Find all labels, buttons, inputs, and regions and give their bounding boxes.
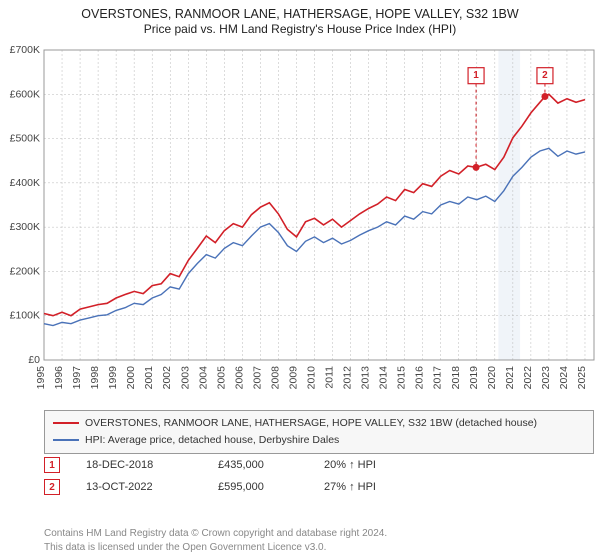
footer-line: This data is licensed under the Open Gov… [44, 541, 387, 555]
svg-text:2016: 2016 [414, 366, 426, 390]
chart-svg: £0 £100K £200K £300K £400K £500K £600K £700K 199… [0, 44, 600, 404]
svg-text:2011: 2011 [324, 366, 336, 389]
marker-chip: 1 [44, 457, 60, 473]
svg-text:2005: 2005 [215, 366, 227, 390]
svg-text:2000: 2000 [125, 366, 137, 390]
svg-text:£300K: £300K [10, 221, 40, 233]
svg-text:2010: 2010 [305, 366, 317, 390]
svg-text:2013: 2013 [360, 366, 372, 390]
legend-row: OVERSTONES, RANMOOR LANE, HATHERSAGE, HO… [53, 415, 585, 432]
svg-text:2004: 2004 [197, 366, 209, 390]
svg-text:2009: 2009 [287, 366, 299, 390]
svg-text:2014: 2014 [378, 366, 390, 390]
svg-text:1: 1 [473, 70, 479, 81]
footer: Contains HM Land Registry data © Crown c… [44, 527, 387, 554]
svg-text:2025: 2025 [576, 366, 588, 390]
svg-text:2020: 2020 [486, 366, 498, 390]
chart: £0 £100K £200K £300K £400K £500K £600K £700K 199… [0, 44, 600, 404]
txn-pct: 27% ↑ HPI [324, 481, 444, 493]
svg-text:2023: 2023 [540, 366, 552, 390]
svg-text:2002: 2002 [161, 366, 173, 390]
title-block: OVERSTONES, RANMOOR LANE, HATHERSAGE, HO… [0, 0, 600, 38]
transactions-table: 1 18-DEC-2018 £435,000 20% ↑ HPI 2 13-OC… [44, 454, 444, 498]
svg-text:2024: 2024 [558, 366, 570, 390]
svg-text:£0: £0 [28, 354, 40, 366]
svg-text:2012: 2012 [342, 366, 354, 390]
svg-text:2021: 2021 [504, 366, 516, 390]
svg-text:1995: 1995 [35, 366, 47, 390]
svg-text:2008: 2008 [269, 366, 281, 390]
svg-text:£500K: £500K [10, 133, 40, 145]
legend-label: OVERSTONES, RANMOOR LANE, HATHERSAGE, HO… [85, 415, 537, 432]
title-main: OVERSTONES, RANMOOR LANE, HATHERSAGE, HO… [0, 6, 600, 22]
svg-text:2003: 2003 [179, 366, 191, 390]
svg-text:1999: 1999 [107, 366, 119, 390]
up-arrow-icon: ↑ HPI [349, 481, 376, 493]
svg-text:£700K: £700K [10, 44, 40, 56]
txn-pct: 20% ↑ HPI [324, 459, 444, 471]
svg-text:1996: 1996 [53, 366, 65, 390]
chart-card: OVERSTONES, RANMOOR LANE, HATHERSAGE, HO… [0, 0, 600, 560]
legend-row: HPI: Average price, detached house, Derb… [53, 432, 585, 449]
legend-swatch-red [53, 422, 79, 424]
title-sub: Price paid vs. HM Land Registry's House … [0, 22, 600, 38]
txn-price: £435,000 [218, 459, 302, 471]
svg-text:2: 2 [542, 70, 548, 81]
svg-text:1997: 1997 [71, 366, 83, 390]
svg-text:£100K: £100K [10, 310, 40, 322]
marker-chip: 2 [44, 479, 60, 495]
txn-date: 13-OCT-2022 [86, 481, 196, 493]
txn-price: £595,000 [218, 481, 302, 493]
svg-text:£400K: £400K [10, 177, 40, 189]
table-row: 2 13-OCT-2022 £595,000 27% ↑ HPI [44, 476, 444, 498]
svg-text:2006: 2006 [233, 366, 245, 390]
legend: OVERSTONES, RANMOOR LANE, HATHERSAGE, HO… [44, 410, 594, 454]
svg-text:£600K: £600K [10, 88, 40, 100]
svg-text:£200K: £200K [10, 265, 40, 277]
table-row: 1 18-DEC-2018 £435,000 20% ↑ HPI [44, 454, 444, 476]
svg-text:2007: 2007 [251, 366, 263, 390]
up-arrow-icon: ↑ HPI [349, 459, 376, 471]
svg-text:2019: 2019 [468, 366, 480, 390]
svg-text:2001: 2001 [143, 366, 155, 390]
svg-text:2017: 2017 [432, 366, 444, 390]
svg-text:1998: 1998 [89, 366, 101, 390]
legend-swatch-blue [53, 439, 79, 441]
footer-line: Contains HM Land Registry data © Crown c… [44, 527, 387, 541]
svg-text:2022: 2022 [522, 366, 534, 390]
legend-label: HPI: Average price, detached house, Derb… [85, 432, 339, 449]
txn-date: 18-DEC-2018 [86, 459, 196, 471]
svg-text:2015: 2015 [396, 366, 408, 390]
svg-text:2018: 2018 [450, 366, 462, 390]
